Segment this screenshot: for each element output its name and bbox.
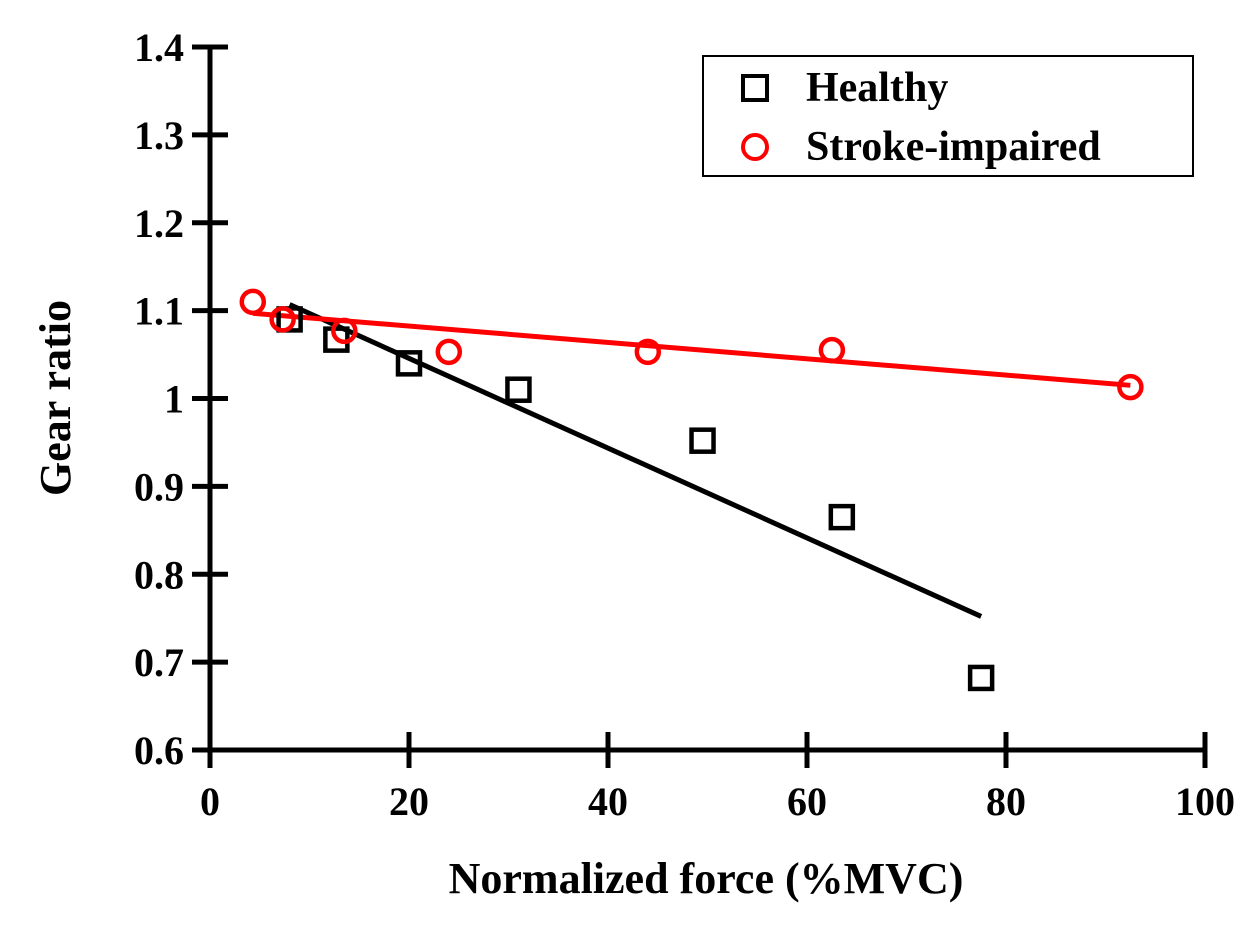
data-point-healthy xyxy=(828,503,856,531)
y-tick-label: 1 xyxy=(164,377,184,422)
y-tick-label: 0.8 xyxy=(134,552,184,597)
data-points xyxy=(239,288,1144,692)
x-tick-label: 100 xyxy=(1175,779,1235,824)
axes: 0.6 0.7 0.8 0.9 1 1.1 1.2 1.3 1.4 0 20 40 60 80 100 xyxy=(134,25,1235,824)
y-axis-title: Gear ratio xyxy=(31,300,80,496)
x-tick-label: 40 xyxy=(588,779,628,824)
y-tick-label: 1.2 xyxy=(134,201,184,246)
data-point-stroke-impaired xyxy=(818,336,846,364)
data-point-stroke-impaired xyxy=(239,288,267,316)
y-tick-label: 0.7 xyxy=(134,640,184,685)
data-point-healthy xyxy=(689,427,716,454)
y-tick-label: 0.6 xyxy=(134,728,184,773)
trendline-stroke-impaired xyxy=(252,310,1131,388)
x-tick-label: 80 xyxy=(986,779,1026,824)
data-point-stroke-impaired xyxy=(269,306,296,333)
legend-box xyxy=(702,55,1194,177)
y-tick-label: 1.3 xyxy=(134,113,184,158)
x-tick-label: 20 xyxy=(389,779,429,824)
legend-label-stroke-impaired: Stroke-impaired xyxy=(806,124,1101,170)
y-tick-label: 1.1 xyxy=(134,289,184,334)
data-point-stroke-impaired xyxy=(634,338,662,366)
legend-marker-healthy xyxy=(741,74,769,102)
trendlines xyxy=(252,302,1131,619)
data-point-healthy xyxy=(505,376,532,403)
x-axis-title: Normalized force (%MVC) xyxy=(449,854,964,903)
data-point-healthy xyxy=(967,664,995,692)
data-point-stroke-impaired xyxy=(435,338,463,366)
data-point-healthy xyxy=(395,350,423,377)
legend-marker-stroke-impaired xyxy=(741,133,769,161)
x-tick-label: 0 xyxy=(200,779,220,824)
y-tick-label: 1.4 xyxy=(134,25,184,70)
y-tick-label: 0.9 xyxy=(134,464,184,509)
data-point-stroke-impaired xyxy=(1117,373,1144,401)
data-point-stroke-impaired xyxy=(331,317,358,345)
trendline-healthy xyxy=(288,302,983,619)
x-tick-label: 60 xyxy=(787,779,827,824)
legend: Healthy Stroke-impaired xyxy=(702,55,1194,177)
legend-label-healthy: Healthy xyxy=(806,65,948,111)
